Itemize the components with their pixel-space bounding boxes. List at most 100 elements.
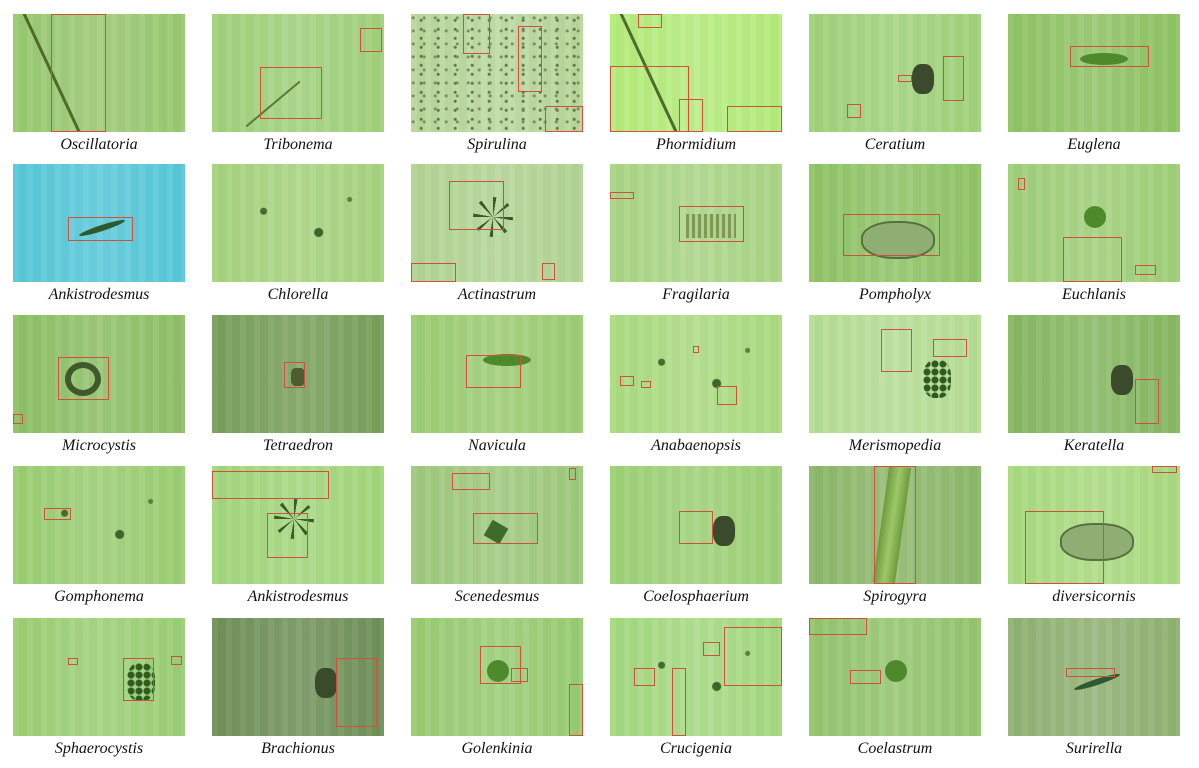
grid-cell: Coelastrum: [809, 618, 981, 768]
grid-cell: Sphaerocystis: [13, 618, 185, 768]
micrograph: [13, 14, 185, 132]
grid-cell: Coelosphaerium: [610, 466, 782, 616]
detection-box: [411, 263, 456, 282]
grid-cell: Spirogyra: [809, 466, 981, 616]
detection-box: [510, 667, 528, 682]
micrograph: [610, 466, 782, 584]
grid-cell: Phormidium: [610, 14, 782, 164]
species-label: Sphaerocystis: [54, 740, 144, 757]
organism-grid-cells: [126, 662, 155, 701]
detection-box: [1135, 265, 1156, 275]
organism-cell-round: [486, 660, 509, 683]
detection-box: [284, 362, 305, 389]
micrograph: [212, 315, 384, 433]
micrograph: [1008, 466, 1180, 584]
micrograph: [610, 315, 782, 433]
micrograph: [809, 164, 981, 282]
grid-cell: Spirulina: [411, 14, 583, 164]
detection-box: [881, 329, 913, 372]
grid-cell: Brachionus: [212, 618, 384, 768]
detection-box: [541, 263, 556, 280]
organism-dots: [212, 164, 384, 282]
organism-cell-ring: [64, 362, 101, 397]
micrograph: [411, 14, 583, 132]
micrograph: [1008, 315, 1180, 433]
species-label: Golenkinia: [461, 740, 533, 757]
organism-cell-dark: [315, 667, 338, 698]
grid-cell: Merismopedia: [809, 315, 981, 465]
detection-box: [13, 414, 24, 424]
grid-cell: Tribonema: [212, 14, 384, 164]
organism-cell-spindle: [483, 353, 532, 366]
species-label: Gomphonema: [54, 588, 144, 605]
grid-cell: Pompholyx: [809, 164, 981, 314]
detection-box: [1063, 237, 1122, 282]
species-label: Navicula: [468, 437, 526, 454]
micrograph: [212, 466, 384, 584]
organism-cell-spindle: [1080, 52, 1129, 65]
species-label: Ceratium: [864, 136, 926, 153]
micrograph: [1008, 164, 1180, 282]
organism-dots: [610, 618, 782, 736]
organism-star: [273, 499, 314, 540]
grid-cell: Gomphonema: [13, 466, 185, 616]
micrograph: [411, 466, 583, 584]
detection-box: [1152, 466, 1177, 474]
micrograph: [212, 164, 384, 282]
micrograph: [809, 618, 981, 736]
organism-cell-dark-small: [291, 368, 306, 387]
micrograph: [13, 618, 185, 736]
detection-box: [726, 106, 782, 132]
grid-cell: Microcystis: [13, 315, 185, 465]
grid-cell: diversicornis: [1008, 466, 1180, 616]
detection-box: [43, 508, 72, 521]
detection-box: [678, 510, 714, 544]
micrograph: [610, 164, 782, 282]
organism-cell-dark: [912, 63, 935, 94]
micrograph: [809, 466, 981, 584]
grid-cell: Crucigenia: [610, 618, 782, 768]
species-label: Crucigenia: [660, 740, 732, 757]
detection-box: [462, 14, 491, 55]
species-label: Microcystis: [61, 437, 137, 454]
detection-box: [50, 14, 106, 132]
species-label: Fragilaria: [662, 286, 730, 303]
species-label: Actinastrum: [457, 286, 537, 303]
detection-box: [723, 627, 782, 687]
detection-box: [1025, 510, 1105, 584]
species-label: Ankistrodesmus: [48, 286, 150, 303]
organism-cell-blob: [860, 220, 935, 259]
organism-cell-rect: [685, 213, 736, 238]
detection-box: [123, 658, 155, 701]
species-label: Phormidium: [656, 136, 736, 153]
organism-speckled: [411, 14, 583, 132]
detection-box: [874, 466, 916, 584]
grid-cell: Euchlanis: [1008, 164, 1180, 314]
species-label: Brachionus: [261, 740, 335, 757]
detection-box: [809, 618, 868, 635]
grid-cell: Ceratium: [809, 14, 981, 164]
detection-box: [716, 385, 738, 405]
detection-box: [943, 56, 964, 102]
detection-box: [634, 667, 655, 687]
species-label: Keratella: [1063, 437, 1125, 454]
detection-box: [640, 381, 652, 389]
species-label: Ankistrodesmus: [247, 588, 349, 605]
species-label: Coelosphaerium: [643, 588, 749, 605]
species-label: Coelastrum: [857, 740, 933, 757]
organism-grid-cells: [922, 359, 951, 398]
organism-cell-round: [1083, 206, 1106, 229]
species-label: Oscillatoria: [60, 136, 138, 153]
micrograph: [1008, 618, 1180, 736]
detection-box: [671, 667, 686, 736]
organism-star: [472, 197, 513, 238]
detection-box: [335, 658, 378, 727]
detection-box: [610, 65, 690, 132]
grid-cell: Euglena: [1008, 14, 1180, 164]
detection-box: [448, 180, 504, 231]
micrograph: [212, 14, 384, 132]
detection-box: [479, 646, 522, 685]
grid-cell: Oscillatoria: [13, 14, 185, 164]
species-label: Merismopedia: [848, 437, 942, 454]
detection-box: [569, 468, 577, 481]
